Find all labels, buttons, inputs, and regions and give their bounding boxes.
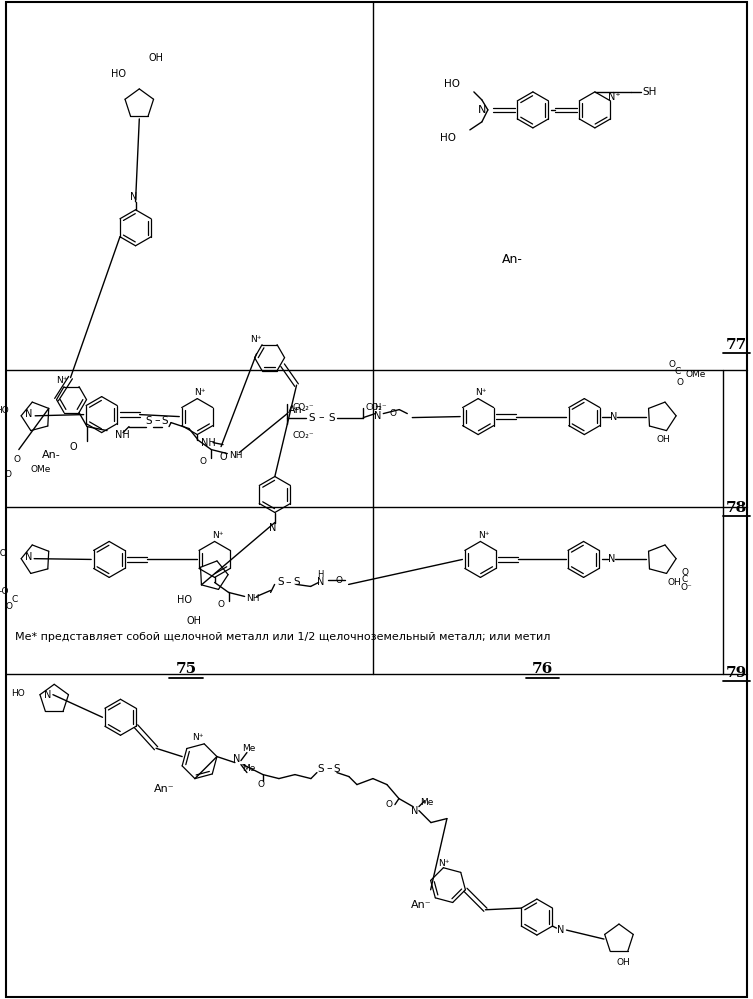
Text: O: O — [335, 576, 342, 585]
Text: N: N — [26, 409, 33, 419]
Text: –: – — [286, 577, 291, 587]
Text: S: S — [328, 413, 334, 423]
Text: –: – — [326, 763, 332, 773]
Text: OH: OH — [667, 578, 681, 587]
Text: O: O — [258, 780, 264, 789]
Text: S: S — [318, 763, 325, 773]
Text: N: N — [269, 522, 276, 532]
Text: N: N — [373, 411, 381, 421]
Text: OH: OH — [187, 616, 202, 626]
Text: O: O — [4, 470, 11, 480]
Text: N: N — [477, 105, 486, 115]
Text: H: H — [374, 403, 380, 412]
Text: N: N — [608, 554, 615, 564]
Text: HO: HO — [177, 595, 192, 605]
Text: An-: An- — [42, 450, 60, 460]
Text: N⁺: N⁺ — [212, 530, 224, 539]
Text: N⁺: N⁺ — [438, 858, 450, 867]
Text: O⁻: O⁻ — [681, 582, 693, 592]
Text: –: – — [154, 416, 160, 426]
Text: CO₂⁻: CO₂⁻ — [365, 403, 387, 412]
Text: N: N — [130, 192, 137, 202]
Text: NH: NH — [115, 430, 130, 440]
Text: O: O — [386, 800, 392, 809]
Text: O: O — [5, 601, 13, 611]
Text: HO: HO — [11, 688, 25, 697]
Text: 77: 77 — [726, 338, 747, 352]
Text: OH: OH — [657, 436, 670, 445]
Text: 78: 78 — [726, 501, 747, 515]
Text: N: N — [556, 925, 564, 935]
Text: S: S — [293, 577, 300, 587]
Text: An-: An- — [288, 405, 306, 415]
Text: N⁺: N⁺ — [608, 92, 620, 102]
Text: CO₂⁻: CO₂⁻ — [292, 403, 314, 412]
Text: CO₂⁻: CO₂⁻ — [292, 432, 314, 441]
Text: N: N — [26, 551, 33, 561]
Text: 79: 79 — [726, 666, 747, 680]
Text: S: S — [308, 413, 315, 423]
Text: HO: HO — [444, 79, 460, 89]
Text: O: O — [390, 409, 397, 419]
Text: N: N — [317, 577, 325, 587]
Text: Me: Me — [242, 764, 255, 773]
Text: Me* представляет собой щелочной металл или 1/2 щелочноземельный металл; или мети: Me* представляет собой щелочной металл и… — [15, 632, 550, 642]
Text: O: O — [219, 452, 227, 462]
Text: N⁺: N⁺ — [475, 388, 487, 397]
Text: NH: NH — [229, 452, 242, 461]
Text: An⁻: An⁻ — [411, 900, 432, 910]
Text: C: C — [681, 574, 687, 584]
Text: O: O — [681, 567, 688, 577]
Text: HO: HO — [440, 133, 456, 143]
Text: S: S — [277, 577, 284, 587]
Text: -O: -O — [0, 586, 9, 596]
Text: N⁺: N⁺ — [56, 376, 68, 385]
Text: N⁺: N⁺ — [192, 732, 203, 741]
Text: An-: An- — [501, 253, 523, 267]
Text: OMe: OMe — [30, 465, 50, 475]
Text: O: O — [13, 455, 20, 465]
Text: N⁺: N⁺ — [477, 530, 489, 539]
Text: Me: Me — [420, 798, 434, 807]
Text: NH: NH — [246, 594, 260, 603]
Text: HO: HO — [0, 406, 9, 415]
Text: An⁻: An⁻ — [154, 784, 175, 794]
Text: O: O — [200, 458, 207, 467]
Text: S: S — [162, 416, 169, 426]
Text: O: O — [217, 600, 224, 609]
Text: OH: OH — [616, 958, 630, 967]
Text: HO: HO — [0, 548, 7, 557]
Text: N⁺: N⁺ — [250, 335, 261, 344]
Text: –: – — [319, 413, 324, 423]
Text: N: N — [44, 689, 52, 699]
Text: O: O — [668, 360, 675, 370]
Text: 76: 76 — [532, 662, 553, 676]
Text: O: O — [69, 442, 77, 452]
Text: Me: Me — [242, 744, 255, 753]
Text: N⁺: N⁺ — [194, 388, 206, 397]
Text: S: S — [146, 416, 152, 426]
Text: N: N — [233, 753, 241, 763]
Text: C: C — [675, 367, 681, 377]
Text: O: O — [676, 378, 683, 388]
Text: H: H — [318, 570, 324, 579]
Text: NH: NH — [201, 438, 216, 448]
Text: S: S — [334, 763, 340, 773]
Text: OMe: OMe — [685, 370, 706, 380]
Text: HO: HO — [111, 69, 126, 79]
Text: C: C — [12, 594, 18, 604]
Text: N: N — [611, 412, 617, 422]
Text: OH: OH — [148, 53, 163, 63]
Text: SH: SH — [643, 87, 657, 97]
Text: 75: 75 — [175, 662, 197, 676]
Text: N: N — [411, 805, 419, 815]
